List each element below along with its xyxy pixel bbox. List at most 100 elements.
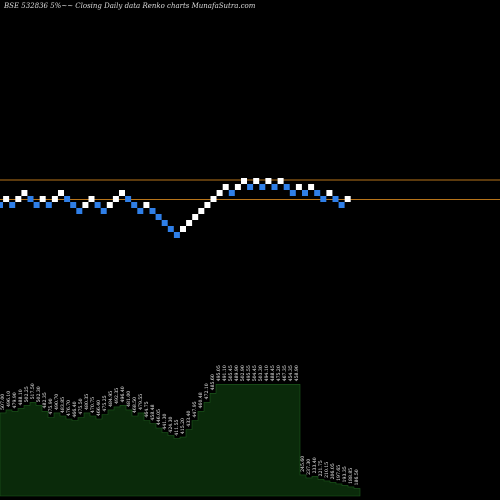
volume-label: 479.55 bbox=[138, 394, 144, 410]
renko-brick-down bbox=[228, 190, 235, 196]
renko-brick-up bbox=[216, 190, 223, 196]
volume-label: 494.10 bbox=[264, 365, 270, 381]
volume-label: 186.50 bbox=[354, 469, 360, 485]
volume-area bbox=[0, 384, 361, 497]
volume-label: 464.75 bbox=[144, 401, 150, 417]
renko-brick-down bbox=[45, 202, 52, 208]
volume-label: 491.10 bbox=[222, 365, 228, 381]
renko-brick-down bbox=[161, 220, 168, 226]
volume-label: 496.10 bbox=[6, 391, 12, 407]
renko-brick-up bbox=[15, 196, 22, 202]
volume-label: 197.65 bbox=[336, 465, 342, 481]
renko-brick-down bbox=[271, 184, 278, 190]
renko-brick-down bbox=[131, 202, 138, 208]
volume-label: 502.30 bbox=[36, 386, 42, 402]
chart-title: BSE 532836 5%~~ Closing Daily data Renko… bbox=[4, 2, 256, 10]
renko-brick-up bbox=[253, 178, 260, 184]
renko-brick-up bbox=[180, 226, 186, 232]
volume-label: 458.90 bbox=[294, 365, 300, 381]
renko-brick-up bbox=[58, 190, 64, 196]
volume-label: 466.40 bbox=[96, 400, 102, 416]
renko-brick-up bbox=[277, 178, 284, 184]
volume-label: 496.40 bbox=[120, 386, 126, 402]
volume-label: 488.10 bbox=[18, 389, 24, 405]
volume-label: 446.05 bbox=[156, 409, 162, 425]
renko-brick-down bbox=[167, 226, 174, 232]
volume-label: 517.50 bbox=[30, 383, 36, 399]
volume-label: 475.20 bbox=[276, 365, 282, 381]
renko-brick-down bbox=[64, 196, 71, 202]
renko-brick-up bbox=[326, 190, 333, 196]
renko-brick-down bbox=[314, 190, 321, 196]
volume-label: 467.35 bbox=[282, 365, 288, 381]
volume-label: 245.60 bbox=[300, 456, 306, 472]
volume-label: 458.48 bbox=[150, 404, 156, 420]
volume-label: 488.45 bbox=[270, 365, 276, 381]
volume-label: 495.55 bbox=[246, 365, 252, 381]
volume-label: 454.35 bbox=[288, 365, 294, 381]
volume-label: 495.05 bbox=[216, 365, 222, 381]
renko-brick-down bbox=[149, 208, 156, 214]
volume-label: 479.90 bbox=[12, 392, 18, 408]
volume-label: 188.85 bbox=[348, 468, 354, 484]
renko-brick-down bbox=[338, 202, 345, 208]
renko-brick-up bbox=[234, 184, 241, 190]
renko-brick-up bbox=[198, 208, 205, 214]
renko-brick-up bbox=[295, 184, 302, 190]
renko-brick-up bbox=[210, 196, 217, 202]
renko-brick-down bbox=[259, 184, 266, 190]
volume-label: 481.00 bbox=[126, 391, 132, 407]
volume-label: 466.40 bbox=[72, 401, 78, 417]
volume-label: 447.95 bbox=[192, 401, 198, 417]
volume-label: 237.30 bbox=[306, 459, 312, 475]
renko-brick-up bbox=[106, 202, 113, 208]
renko-brick-up bbox=[344, 196, 351, 202]
volume-label: 470.75 bbox=[90, 397, 96, 413]
volume-label: 504.45 bbox=[252, 365, 258, 381]
renko-brick-down bbox=[302, 190, 308, 196]
volume-label: 480.35 bbox=[84, 394, 90, 410]
renko-brick-down bbox=[137, 208, 144, 214]
volume-label: 206.05 bbox=[330, 463, 336, 479]
renko-brick-up bbox=[308, 184, 315, 190]
renko-brick-down bbox=[332, 196, 339, 202]
volume-label: 490.70 bbox=[54, 394, 60, 410]
volume-label: 475.25 bbox=[102, 395, 108, 411]
renko-brick-down bbox=[173, 232, 180, 238]
volume-label: 221.75 bbox=[318, 460, 324, 476]
volume-label: 475.50 bbox=[78, 398, 84, 414]
renko-brick-up bbox=[39, 196, 46, 202]
volume-label: 483.85 bbox=[60, 397, 66, 413]
renko-brick-up bbox=[82, 202, 89, 208]
renko-brick-up bbox=[265, 178, 272, 184]
volume-label: 482.35 bbox=[42, 392, 48, 408]
volume-label: 492.35 bbox=[114, 388, 120, 404]
renko-brick-up bbox=[21, 190, 28, 196]
renko-brick-down bbox=[125, 196, 132, 202]
renko-brick-down bbox=[70, 202, 77, 208]
volume-label: 468.50 bbox=[132, 397, 138, 413]
volume-label: 424.30 bbox=[168, 416, 174, 432]
volume-label: 484.95 bbox=[108, 391, 114, 407]
volume-label: 433.40 bbox=[186, 410, 192, 426]
renko-brick-up bbox=[88, 196, 95, 202]
renko-brick-down bbox=[27, 196, 34, 202]
renko-brick-down bbox=[283, 184, 290, 190]
renko-brick-up bbox=[192, 214, 199, 220]
renko-brick-down bbox=[94, 202, 101, 208]
renko-brick-up bbox=[112, 196, 119, 202]
renko-brick-down bbox=[289, 190, 296, 196]
renko-brick-down bbox=[320, 196, 327, 202]
renko-brick-down bbox=[33, 202, 40, 208]
volume-label: 472.10 bbox=[204, 383, 210, 399]
renko-brick-down bbox=[155, 214, 162, 220]
volume-label: 441.30 bbox=[162, 413, 168, 429]
volume-label: 503.30 bbox=[258, 365, 264, 381]
volume-label: 489.90 bbox=[234, 365, 240, 381]
renko-brick-down bbox=[247, 184, 254, 190]
volume-label: 502.25 bbox=[24, 386, 30, 402]
renko-brick-down bbox=[76, 208, 83, 214]
volume-label: 507.00 bbox=[0, 394, 6, 410]
